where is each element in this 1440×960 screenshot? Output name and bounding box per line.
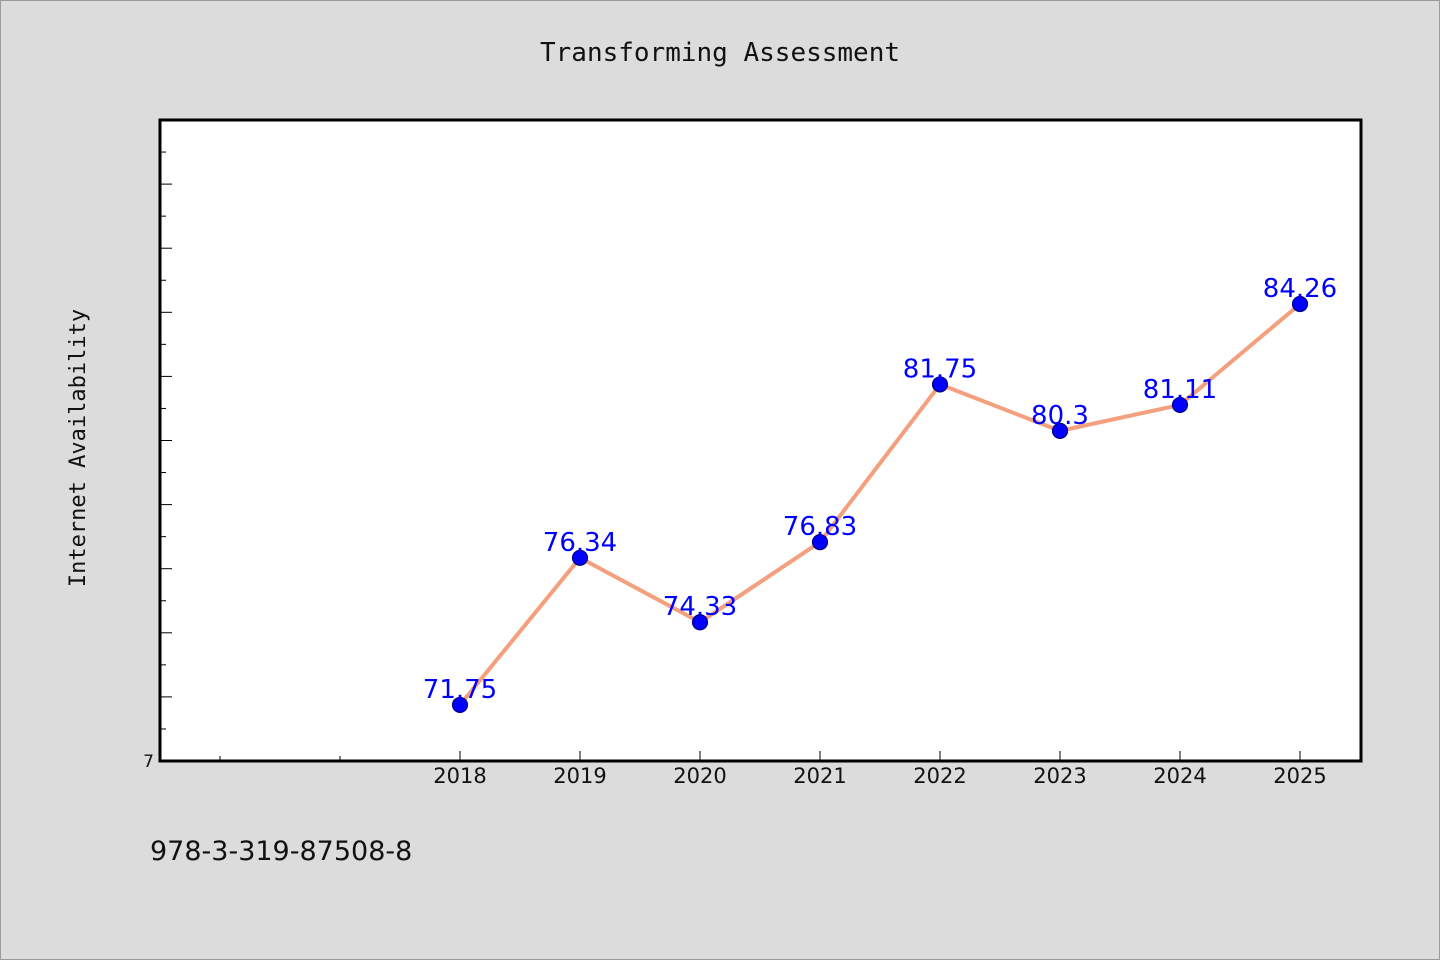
data-point [1171, 396, 1189, 414]
data-label: 81.75 [903, 354, 977, 384]
y-tick-label: 7 [143, 752, 154, 772]
data-label: 80.3 [1031, 401, 1089, 431]
plot-area [158, 118, 1363, 763]
data-point [1291, 295, 1309, 313]
data-label: 76.83 [783, 512, 857, 542]
data-point [451, 696, 469, 714]
x-tick-label: 2021 [793, 764, 846, 788]
y-axis-label: Internet Availability [66, 309, 91, 587]
data-point [691, 614, 709, 631]
x-tick-label: 2023 [1033, 764, 1086, 788]
series-group: 71.75 76.34 74.33 76.83 81.75 80.3 81.11 84.26 [423, 274, 1337, 714]
data-point [1051, 422, 1069, 439]
x-tick-label: 2025 [1273, 764, 1326, 788]
data-label: 76.34 [543, 528, 617, 558]
x-tick-label: 2019 [553, 764, 606, 788]
data-label: 74.33 [663, 592, 737, 622]
data-label: 84.26 [1263, 274, 1337, 304]
x-tick-label: 2022 [913, 764, 966, 788]
x-axis-ticks: 2018 2019 2020 2021 2022 2023 2024 2025 [219, 751, 1327, 788]
data-label: 71.75 [423, 675, 497, 705]
x-tick-label: 2018 [433, 764, 486, 788]
x-tick-label: 2024 [1153, 764, 1206, 788]
data-point [811, 533, 829, 551]
data-point [931, 376, 949, 393]
data-point [571, 549, 589, 566]
y-axis-ticks: 7 [143, 151, 172, 772]
data-label: 81.11 [1143, 375, 1217, 405]
chart-title: Transforming Assessment [540, 38, 900, 68]
isbn-text: 978-3-319-87508-8 [150, 836, 413, 867]
x-tick-label: 2020 [673, 764, 726, 788]
series-line [458, 301, 1302, 707]
